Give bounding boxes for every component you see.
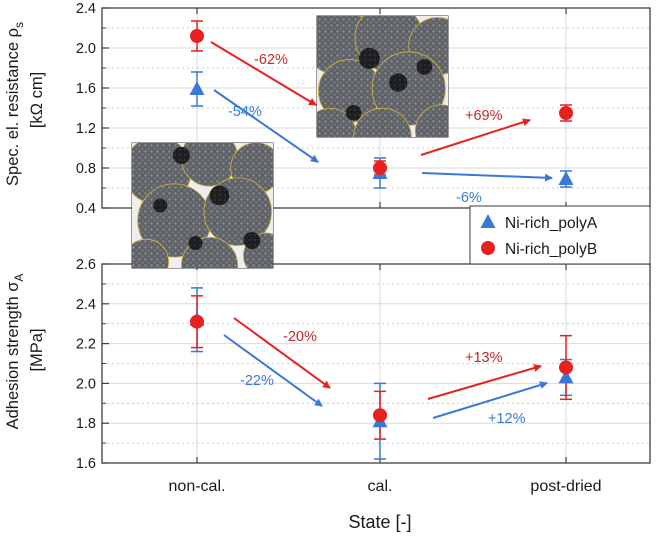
resistance-change-arrow [210, 41, 317, 106]
axes-layer: 0.4 0.8 1.2 1.6 2.0 2.4 1.6 1.8 2.0 2.2 2.4 2.6 [76, 1, 651, 472]
resistance-change-label: -54% [228, 104, 262, 120]
adhesion-change-label: +13% [465, 350, 503, 366]
inset-non-calendered-binder [188, 235, 203, 251]
adhesion-ylabel: Adhesion strength σA [4, 274, 26, 430]
inset-non-calendered-binder [153, 198, 168, 213]
adhesion-change-arrow [427, 364, 542, 400]
legend-label-polyA: Ni-rich_polyA [505, 215, 598, 232]
adhesion-ytick-label: 2.0 [76, 376, 96, 392]
resistance-change-arrow [420, 118, 531, 156]
xaxis-title: State [-] [348, 512, 411, 532]
legend-layer: Ni-rich_polyA Ni-rich_polyB [469, 205, 651, 265]
adhesion-ytick-label: 2.2 [76, 337, 96, 353]
resistance-ytick-label: 1.6 [76, 81, 96, 97]
adhesion-point-polyB [190, 314, 204, 329]
inset-calendered-binder [416, 58, 433, 75]
adhesion-change-arrow [432, 381, 548, 419]
inset-calendered [316, 15, 449, 138]
adhesion-plot-frame [101, 263, 651, 464]
adhesion-ylabel-unit: [MPa] [28, 328, 46, 371]
resistance-ytick-label: 1.2 [76, 121, 96, 137]
resistance-ytick-label: 0.8 [76, 161, 96, 177]
resistance-ylabel-subscript: s [12, 22, 26, 28]
legend-box [469, 205, 651, 265]
adhesion-ylabel-main: Adhesion strength σ [4, 282, 22, 430]
inset-non-calendered-particle [180, 143, 239, 187]
inset-non-calendered-binder [209, 185, 230, 206]
resistance-plot-frame [101, 7, 651, 209]
resistance-point-polyB [190, 29, 204, 43]
axis-labels-layer: Spec. el. resistance ρs[kΩ cm]Adhesion s… [4, 22, 602, 532]
adhesion-ytick-label: 1.8 [76, 416, 96, 432]
inset-calendered-binder [358, 47, 380, 69]
adhesion-point-polyA [558, 369, 574, 384]
adhesion-change-label: -22% [240, 373, 274, 389]
adhesion-change-arrow [233, 317, 331, 389]
resistance-point-polyB [373, 161, 387, 175]
inset-non-calendered [131, 142, 274, 269]
resistance-change-label: -62% [254, 52, 288, 68]
resistance-ylabel-unit: [kΩ cm] [28, 72, 46, 128]
resistance-point-polyA [189, 81, 205, 95]
resistance-change-label: +69% [465, 108, 503, 124]
adhesion-ytick-label: 2.4 [76, 297, 96, 313]
annotations-layer: -62% -54% +69% -6% -20% -22% +13% +12% [210, 41, 553, 427]
legend-marker-polyA [480, 214, 496, 228]
inset-calendered-binder [345, 104, 362, 121]
resistance-ytick-label: 2.4 [76, 1, 96, 17]
inset-images-layer [131, 15, 449, 269]
resistance-change-arrow [421, 172, 553, 182]
xtick-label: cal. [368, 478, 393, 495]
adhesion-ytick-label: 2.6 [76, 257, 96, 273]
resistance-ylabel-main: Spec. el. resistance ρ [4, 28, 22, 186]
adhesion-change-label: -20% [283, 329, 317, 345]
inset-calendered-content [317, 16, 448, 137]
inset-calendered-particle [353, 107, 412, 137]
resistance-point-polyA [558, 171, 574, 185]
resistance-ytick-label: 2.0 [76, 41, 96, 57]
inset-calendered-binder [389, 73, 408, 92]
inset-non-calendered-particle [132, 238, 170, 268]
resistance-ylabel: Spec. el. resistance ρs [4, 22, 26, 186]
resistance-change-label: -6% [456, 190, 482, 206]
inset-non-calendered-content [132, 143, 273, 268]
legend-marker-polyB [481, 241, 495, 255]
adhesion-change-arrow [223, 334, 323, 407]
adhesion-point-polyB [373, 408, 387, 423]
inset-non-calendered-binder [243, 232, 261, 249]
marks-layer [189, 20, 574, 460]
adhesion-change-label: +12% [488, 411, 526, 427]
inset-non-calendered-binder [172, 147, 190, 164]
legend: Ni-rich_polyA Ni-rich_polyB [469, 205, 651, 265]
resistance-change-arrow [213, 89, 319, 163]
legend-label-polyB: Ni-rich_polyB [505, 241, 597, 258]
inset-calendered-particle [414, 104, 448, 137]
xtick-label: post-dried [530, 478, 601, 495]
resistance-point-polyB [559, 106, 573, 120]
adhesion-point-polyB [559, 360, 573, 375]
xtick-label: non-cal. [169, 478, 226, 495]
adhesion-ytick-label: 1.6 [76, 456, 96, 472]
adhesion-ylabel-subscript: A [12, 274, 26, 282]
resistance-ytick-label: 0.4 [76, 201, 96, 217]
